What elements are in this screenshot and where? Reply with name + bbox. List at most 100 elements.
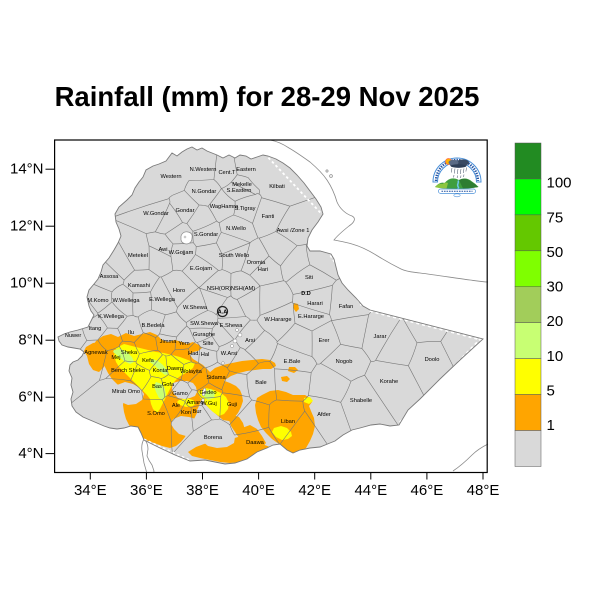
svg-text:Doolo: Doolo bbox=[425, 357, 440, 363]
svg-text:Kon: Kon bbox=[181, 410, 191, 416]
svg-text:Fafan: Fafan bbox=[339, 304, 354, 310]
svg-text:Afder: Afder bbox=[317, 412, 331, 418]
svg-text:S.Omo: S.Omo bbox=[147, 411, 165, 417]
svg-text:Bur: Bur bbox=[193, 409, 202, 415]
svg-text:Shabelle: Shabelle bbox=[350, 398, 372, 404]
svg-text:10: 10 bbox=[547, 348, 564, 365]
svg-text:Awsi /Zone 1: Awsi /Zone 1 bbox=[277, 228, 310, 234]
svg-text:Guji: Guji bbox=[227, 402, 237, 408]
svg-text:Erer: Erer bbox=[319, 338, 330, 344]
svg-text:Bale: Bale bbox=[255, 380, 266, 386]
svg-text:Bench Sheko: Bench Sheko bbox=[111, 368, 145, 374]
svg-text:W.Arsi: W.Arsi bbox=[221, 351, 237, 357]
svg-text:E.Bale: E.Bale bbox=[284, 359, 301, 365]
svg-text:M.Komo: M.Komo bbox=[87, 298, 108, 304]
svg-text:Agnewak: Agnewak bbox=[84, 350, 108, 356]
svg-text:Gondar: Gondar bbox=[176, 208, 195, 214]
svg-text:4°N: 4°N bbox=[18, 445, 43, 462]
svg-text:30: 30 bbox=[547, 279, 564, 296]
svg-text:WagHamra: WagHamra bbox=[210, 204, 239, 210]
svg-text:E.Hararge: E.Hararge bbox=[298, 314, 324, 320]
svg-text:E.Gojam: E.Gojam bbox=[190, 266, 212, 272]
svg-text:48°E: 48°E bbox=[467, 482, 500, 499]
svg-text:46°E: 46°E bbox=[411, 482, 444, 499]
svg-text:N.Wello: N.Wello bbox=[226, 226, 246, 232]
svg-text:B.Bedela: B.Bedela bbox=[141, 323, 165, 329]
svg-text:5: 5 bbox=[547, 383, 555, 400]
svg-text:Mej: Mej bbox=[111, 355, 120, 361]
svg-text:Siti: Siti bbox=[305, 275, 313, 281]
svg-text:S.Gondar: S.Gondar bbox=[194, 232, 218, 238]
svg-text:12°N: 12°N bbox=[10, 218, 44, 235]
svg-text:75: 75 bbox=[547, 210, 564, 227]
svg-text:E.Wellega: E.Wellega bbox=[149, 297, 176, 303]
svg-text:38°E: 38°E bbox=[186, 482, 219, 499]
svg-text:W.Gojjam: W.Gojjam bbox=[169, 250, 194, 256]
svg-text:Nogob: Nogob bbox=[336, 359, 353, 365]
svg-text:40°E: 40°E bbox=[242, 482, 275, 499]
svg-text:Jimma: Jimma bbox=[160, 339, 178, 345]
svg-text:Horo: Horo bbox=[173, 288, 185, 294]
svg-text:Guraghe: Guraghe bbox=[193, 332, 215, 338]
svg-text:D.D: D.D bbox=[301, 291, 311, 297]
svg-text:42°E: 42°E bbox=[298, 482, 331, 499]
svg-text:Ilu: Ilu bbox=[128, 330, 134, 336]
svg-text:Itang: Itang bbox=[89, 326, 102, 332]
svg-text:Had.: Had. bbox=[188, 351, 200, 357]
svg-text:Ale: Ale bbox=[172, 403, 180, 409]
svg-text:100: 100 bbox=[547, 175, 572, 192]
svg-text:Gedeo: Gedeo bbox=[199, 390, 216, 396]
svg-text:S.Eastern: S.Eastern bbox=[227, 188, 252, 194]
svg-text:Kefa: Kefa bbox=[142, 358, 155, 364]
svg-text:Rainfall (mm) for 28-29 Nov 20: Rainfall (mm) for 28-29 Nov 2025 bbox=[55, 81, 480, 112]
svg-text:Gamo: Gamo bbox=[172, 391, 188, 397]
svg-text:Metekel: Metekel bbox=[128, 253, 148, 259]
svg-text:Nuwer: Nuwer bbox=[65, 333, 82, 339]
svg-text:Amaro: Amaro bbox=[187, 400, 204, 406]
svg-text:Oromia: Oromia bbox=[247, 260, 266, 266]
svg-text:Fanti: Fanti bbox=[262, 214, 275, 220]
svg-text:1: 1 bbox=[547, 417, 555, 434]
svg-text:W.Wellega: W.Wellega bbox=[112, 298, 140, 304]
svg-text:Korahe: Korahe bbox=[380, 379, 398, 385]
svg-text:Mirab Omo: Mirab Omo bbox=[112, 389, 140, 395]
svg-text:Silte: Silte bbox=[202, 341, 213, 347]
svg-text:N.Gondar: N.Gondar bbox=[192, 189, 217, 195]
svg-text:36°E: 36°E bbox=[130, 482, 163, 499]
svg-text:W.Guj: W.Guj bbox=[201, 401, 217, 407]
svg-text:Harari: Harari bbox=[307, 301, 323, 307]
svg-text:Yem: Yem bbox=[178, 341, 189, 347]
svg-text:44°E: 44°E bbox=[354, 482, 387, 499]
svg-text:Liban: Liban bbox=[281, 419, 295, 425]
svg-text:SW.Shewa: SW.Shewa bbox=[190, 321, 219, 327]
svg-text:Gofa: Gofa bbox=[162, 382, 175, 388]
svg-text:Assosa: Assosa bbox=[100, 274, 119, 280]
svg-text:8°N: 8°N bbox=[18, 332, 43, 349]
svg-text:South Wello: South Wello bbox=[219, 253, 250, 259]
svg-text:20: 20 bbox=[547, 313, 564, 330]
svg-text:Sidama: Sidama bbox=[206, 375, 226, 381]
svg-text:Sheka: Sheka bbox=[121, 350, 138, 356]
svg-text:NSH(AM): NSH(AM) bbox=[231, 286, 255, 292]
svg-text:N.Western: N.Western bbox=[190, 167, 217, 173]
svg-text:Daawa: Daawa bbox=[246, 440, 265, 446]
svg-text:W.Shewa: W.Shewa bbox=[183, 305, 208, 311]
svg-text:6°N: 6°N bbox=[18, 389, 43, 406]
svg-text:W.Hararge: W.Hararge bbox=[264, 317, 291, 323]
svg-text:K.Wellega: K.Wellega bbox=[98, 314, 125, 320]
svg-text:Borena: Borena bbox=[204, 435, 223, 441]
svg-text:50: 50 bbox=[547, 244, 564, 261]
svg-text:Awi: Awi bbox=[158, 247, 167, 253]
svg-text:Western: Western bbox=[160, 174, 181, 180]
svg-text:Bas: Bas bbox=[152, 384, 162, 390]
svg-text:NSH(OR): NSH(OR) bbox=[207, 286, 231, 292]
svg-text:Arsi: Arsi bbox=[245, 338, 255, 344]
svg-text:E.Shewa: E.Shewa bbox=[220, 323, 244, 329]
svg-text:Hal: Hal bbox=[201, 352, 210, 358]
svg-text:W.Gondar: W.Gondar bbox=[143, 211, 169, 217]
svg-text:Kamashi: Kamashi bbox=[128, 283, 150, 289]
svg-text:34°E: 34°E bbox=[74, 482, 107, 499]
svg-text:Cent.T: Cent.T bbox=[218, 170, 236, 176]
svg-text:14°N: 14°N bbox=[10, 161, 44, 178]
svg-text:Eastern: Eastern bbox=[236, 167, 256, 173]
